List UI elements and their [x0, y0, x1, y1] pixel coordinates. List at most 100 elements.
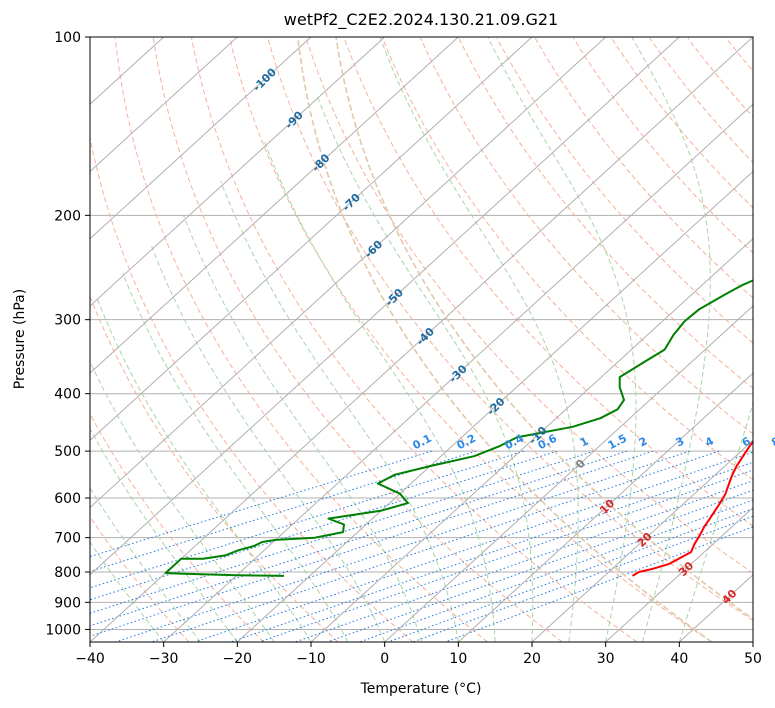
mixing-ratio-line	[90, 450, 558, 601]
isotherm-line	[90, 37, 238, 173]
isotherm-line	[90, 37, 753, 642]
mixing-ratio-lines	[90, 450, 753, 642]
chart-title: wetPf2_C2E2.2024.130.21.09.G21	[284, 10, 558, 30]
dry-adiabat	[572, 37, 753, 254]
dry-adiabat	[267, 37, 753, 622]
y-tick-label: 300	[54, 313, 81, 329]
mixing-ratio-label: 1	[578, 434, 591, 449]
dry-adiabat	[90, 134, 414, 642]
moist-adiabat	[183, 215, 422, 642]
isotherm-line	[90, 37, 607, 509]
moist-adiabat	[90, 541, 165, 642]
dry-adiabat	[687, 37, 753, 118]
mixing-ratio-label: 4	[703, 434, 716, 449]
moist-adiabat	[487, 37, 637, 642]
y-tick-label: 500	[54, 444, 81, 460]
x-tick-label: −30	[149, 651, 179, 667]
mixing-ratio-line	[90, 450, 477, 572]
isotherm-line	[90, 37, 680, 576]
moist-adiabat	[90, 487, 201, 642]
isotherm-line	[236, 170, 753, 642]
isotherm-line	[90, 37, 459, 374]
dry-adiabat	[114, 37, 488, 642]
x-tick-label: −20	[223, 651, 253, 667]
dry-adiabat	[381, 37, 753, 481]
mixing-ratio-label: 8	[769, 434, 775, 449]
mixing-ratio-line	[294, 480, 753, 642]
mixing-ratio-line	[90, 450, 628, 627]
mixing-ratio-line	[444, 526, 753, 642]
isotherm-line	[531, 439, 753, 642]
y-tick-label: 1000	[45, 622, 81, 638]
dry-adiabat	[649, 37, 753, 164]
moist-adiabat	[263, 141, 496, 642]
x-tick-label: −40	[75, 651, 105, 667]
mixing-ratio-line	[151, 450, 720, 642]
dry-adiabat	[458, 37, 753, 389]
mixing-ratio-label: 0.1	[410, 432, 433, 453]
sounding-line	[631, 440, 753, 577]
y-tick-label: 200	[54, 208, 81, 224]
moist-adiabat	[90, 427, 238, 642]
dry-adiabat	[725, 37, 753, 72]
mixing-ratio-label: 3	[674, 434, 687, 449]
x-axis: −40 −30 −20 −10 0 10 20 30 40 50	[75, 642, 762, 667]
moist-adiabat	[631, 37, 711, 642]
y-tick-label: 100	[54, 30, 81, 46]
mixing-ratio-label: 1.5	[606, 432, 629, 453]
isotherms	[90, 37, 753, 642]
y-axis-label: Pressure (hPa)	[12, 289, 28, 389]
x-tick-label: 20	[523, 651, 541, 667]
mixing-ratio-line	[115, 450, 690, 642]
isotherm-line	[90, 37, 312, 240]
dry-adiabat	[534, 37, 753, 299]
dry-adiabat	[343, 37, 753, 527]
mixing-ratio-line	[259, 469, 753, 642]
y-tick-label: 400	[54, 387, 81, 403]
special-curve	[297, 37, 713, 642]
dry-adiabat	[764, 38, 775, 642]
isotherm-line	[605, 506, 753, 642]
isotherm-line	[90, 37, 386, 307]
isotherm-line	[90, 37, 533, 442]
moist-adiabat	[379, 37, 579, 642]
mixing-ratio-label: 2	[637, 434, 650, 449]
moist-adiabat	[90, 360, 275, 642]
x-tick-label: 0	[380, 651, 389, 667]
x-tick-label: 30	[597, 651, 615, 667]
y-tick-label: 900	[54, 595, 81, 611]
isotherm-line	[163, 103, 753, 642]
isotherm-line	[457, 372, 753, 642]
special-curves	[297, 37, 753, 642]
sounding-line	[164, 279, 753, 577]
y-tick-label: 700	[54, 531, 81, 547]
mixing-ratio-line	[90, 450, 653, 637]
isotherm-line	[310, 237, 753, 642]
y-tick-label: 600	[54, 491, 81, 507]
moist-adiabat	[220, 180, 459, 642]
dry-adiabat	[611, 37, 753, 209]
dry-adiabat	[191, 37, 638, 642]
x-tick-label: 40	[670, 651, 688, 667]
dry-adiabat	[90, 515, 190, 642]
mixing-ratio-line	[327, 489, 753, 642]
sounding-series	[164, 279, 753, 577]
x-tick-label: 50	[744, 651, 762, 667]
mixing-ratio-line	[230, 461, 753, 642]
isotherm-line	[752, 641, 753, 642]
moist-adiabat	[150, 245, 386, 642]
x-tick-label: 10	[449, 651, 467, 667]
mixing-ratio-line	[194, 451, 753, 642]
y-axis: 100 200 300 400 500 600 700 800 900 1000	[45, 30, 90, 638]
moist-adiabat	[316, 94, 534, 642]
y-tick-label: 800	[54, 565, 81, 581]
isotherm-line	[384, 305, 753, 642]
special-curve	[335, 37, 753, 620]
moist-adiabat	[122, 272, 349, 642]
plot-frame	[89, 36, 754, 643]
dry-adiabat	[229, 37, 712, 642]
x-axis-label: Temperature (°C)	[360, 681, 482, 697]
dry-adiabat	[496, 37, 753, 344]
